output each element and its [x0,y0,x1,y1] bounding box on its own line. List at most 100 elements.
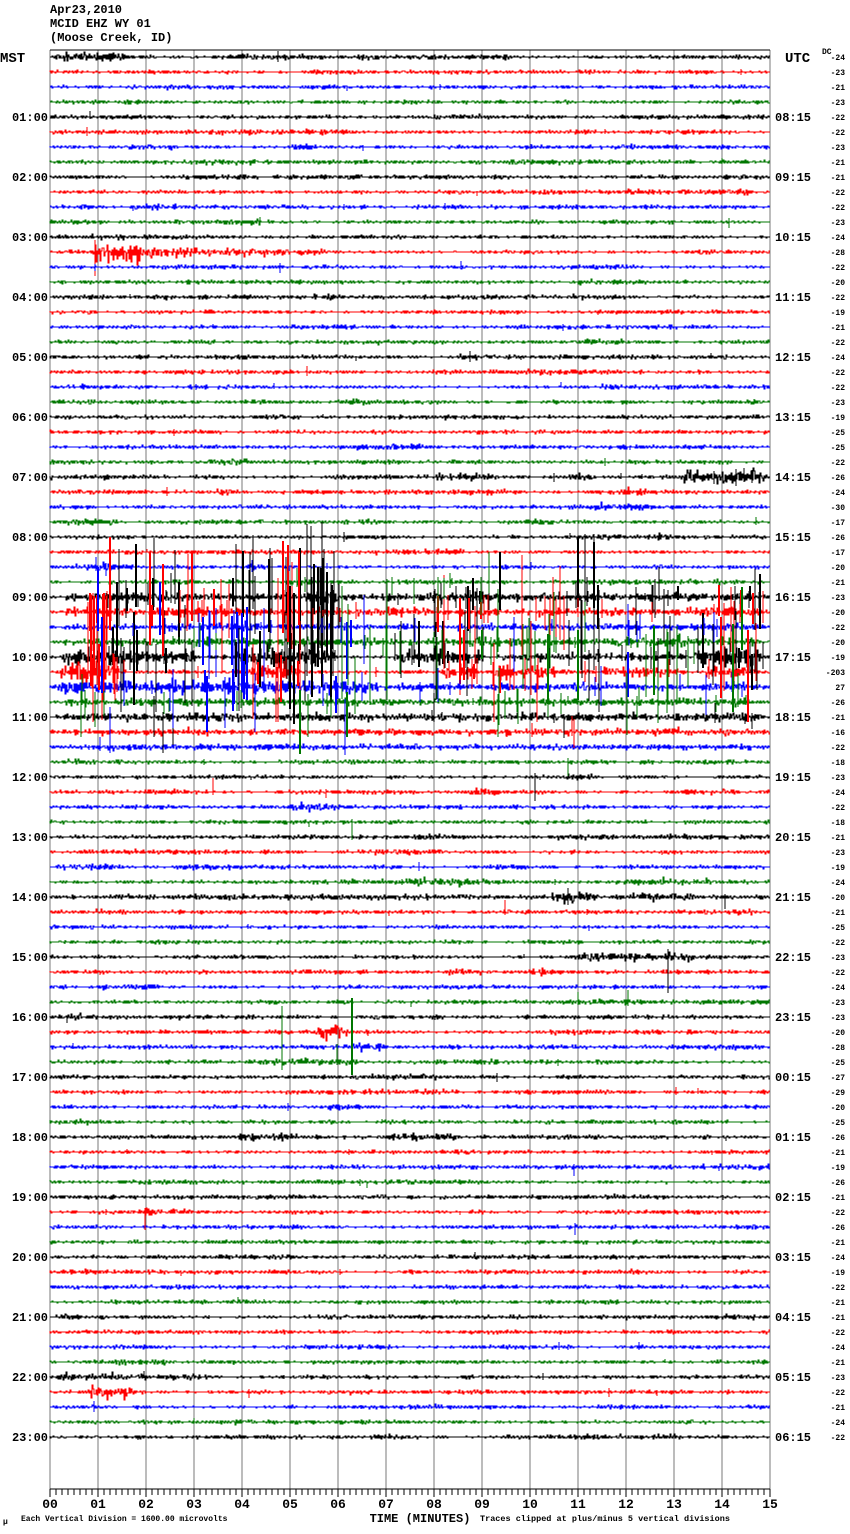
svg-text:06:00: 06:00 [12,411,48,425]
svg-text:08:00: 08:00 [12,531,48,545]
svg-text:15: 15 [762,1497,778,1512]
svg-text:20:00: 20:00 [12,1251,48,1265]
svg-text:-23: -23 [831,144,846,153]
svg-text:-25: -25 [831,429,846,438]
svg-text:UTC: UTC [785,51,811,67]
svg-text:07: 07 [378,1497,394,1512]
svg-text:14:00: 14:00 [12,891,48,905]
svg-text:-23: -23 [831,69,846,78]
svg-text:09:00: 09:00 [12,591,48,605]
svg-text:-24: -24 [831,789,846,798]
svg-text:07:00: 07:00 [12,471,48,485]
svg-text:-22: -22 [831,1329,846,1338]
svg-text:-21: -21 [831,324,846,333]
svg-text:22:15: 22:15 [775,951,811,965]
svg-text:18:00: 18:00 [12,1131,48,1145]
svg-text:-20: -20 [831,639,846,648]
svg-text:-22: -22 [831,129,846,138]
svg-text:08:15: 08:15 [775,111,811,125]
svg-text:12: 12 [618,1497,634,1512]
svg-text:03: 03 [186,1497,202,1512]
svg-text:10:15: 10:15 [775,231,811,245]
svg-text:-20: -20 [831,609,846,618]
svg-text:12:15: 12:15 [775,351,811,365]
svg-text:-24: -24 [831,54,846,63]
svg-text:-22: -22 [831,1284,846,1293]
svg-text:02:00: 02:00 [12,171,48,185]
svg-text:-26: -26 [831,534,846,543]
svg-text:17:15: 17:15 [775,651,811,665]
svg-text:03:15: 03:15 [775,1251,811,1265]
svg-text:04:15: 04:15 [775,1311,811,1325]
svg-text:14: 14 [714,1497,730,1512]
svg-text:-22: -22 [831,384,846,393]
svg-text:-22: -22 [831,459,846,468]
svg-text:27: 27 [835,684,845,693]
svg-text:-20: -20 [831,1029,846,1038]
svg-text:21:15: 21:15 [775,891,811,905]
svg-text:-22: -22 [831,339,846,348]
svg-text:-19: -19 [831,1269,846,1278]
svg-text:Traces clipped at plus/minus 5: Traces clipped at plus/minus 5 vertical … [480,1514,730,1524]
svg-text:-23: -23 [831,849,846,858]
svg-text:-25: -25 [831,1119,846,1128]
svg-text:-20: -20 [831,564,846,573]
svg-text:-20: -20 [831,894,846,903]
svg-text:01:00: 01:00 [12,111,48,125]
svg-text:-21: -21 [831,1314,846,1323]
svg-text:-17: -17 [831,549,846,558]
svg-text:15:15: 15:15 [775,531,811,545]
svg-text:-23: -23 [831,594,846,603]
svg-text:-25: -25 [831,924,846,933]
svg-text:-22: -22 [831,114,846,123]
svg-text:-19: -19 [831,864,846,873]
svg-text:-18: -18 [831,759,846,768]
svg-text:13: 13 [666,1497,682,1512]
svg-text:-19: -19 [831,1164,846,1173]
svg-text:17:00: 17:00 [12,1071,48,1085]
svg-text:06: 06 [330,1497,346,1512]
svg-text:-24: -24 [831,879,846,888]
svg-text:Each Vertical Division = 1600.: Each Vertical Division = 1600.00 microvo… [21,1515,228,1524]
svg-text:-21: -21 [831,159,846,168]
svg-text:09:15: 09:15 [775,171,811,185]
svg-text:05:00: 05:00 [12,351,48,365]
svg-text:-21: -21 [831,714,846,723]
svg-text:-22: -22 [831,1389,846,1398]
svg-text:13:15: 13:15 [775,411,811,425]
svg-text:12:00: 12:00 [12,771,48,785]
svg-text:18:15: 18:15 [775,711,811,725]
svg-text:-30: -30 [831,504,846,513]
svg-text:-24: -24 [831,489,846,498]
svg-text:MST: MST [0,51,25,67]
svg-text:-22: -22 [831,1209,846,1218]
svg-text:00:15: 00:15 [775,1071,811,1085]
svg-text:05: 05 [282,1497,298,1512]
svg-text:10:00: 10:00 [12,651,48,665]
svg-text:-19: -19 [831,309,846,318]
svg-text:05:15: 05:15 [775,1371,811,1385]
svg-text:03:00: 03:00 [12,231,48,245]
svg-text:06:15: 06:15 [775,1431,811,1445]
svg-text:-23: -23 [831,774,846,783]
svg-text:04:00: 04:00 [12,291,48,305]
svg-text:14:15: 14:15 [775,471,811,485]
svg-text:11:00: 11:00 [12,711,48,725]
svg-text:00: 00 [42,1497,58,1512]
svg-text:-26: -26 [831,1179,846,1188]
svg-text:-22: -22 [831,804,846,813]
svg-text:-23: -23 [831,219,846,228]
svg-text:-26: -26 [831,1134,846,1143]
svg-text:-22: -22 [831,204,846,213]
svg-text:-24: -24 [831,234,846,243]
svg-text:20:15: 20:15 [775,831,811,845]
svg-text:19:15: 19:15 [775,771,811,785]
svg-text:-21: -21 [831,174,846,183]
svg-text:-26: -26 [831,699,846,708]
svg-text:(Moose Creek, ID): (Moose Creek, ID) [50,31,172,45]
svg-text:-21: -21 [831,84,846,93]
svg-text:19:00: 19:00 [12,1191,48,1205]
svg-text:-22: -22 [831,969,846,978]
svg-text:-25: -25 [831,1059,846,1068]
svg-text:-29: -29 [831,1089,846,1098]
